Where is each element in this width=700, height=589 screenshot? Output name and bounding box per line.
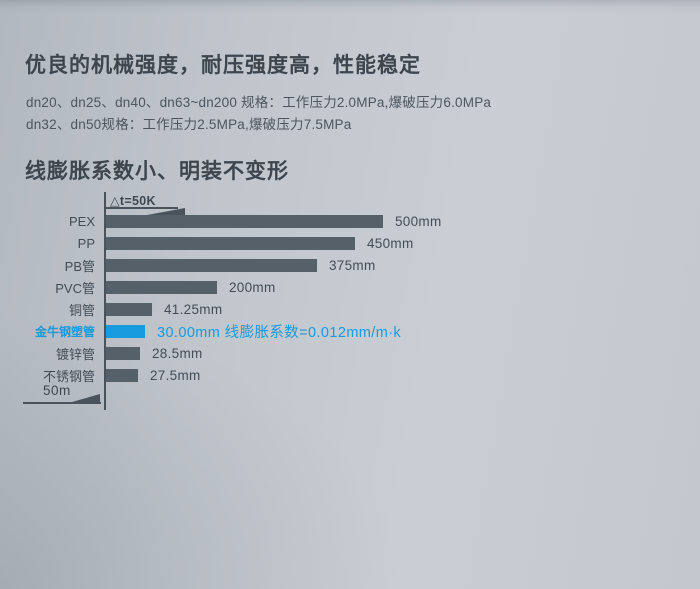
delta-underline	[106, 207, 178, 209]
bar-row-pex: PEX 500mm	[0, 210, 700, 232]
bar-label: PB管	[64, 258, 95, 274]
bar-label: 金牛钢塑管	[34, 324, 95, 339]
baseline-wedge-icon	[72, 394, 100, 402]
page-title: 优良的机械强度，耐压强度高，性能稳定	[25, 54, 421, 77]
bar	[106, 258, 317, 272]
bar-label: 镀锌管	[55, 346, 95, 362]
bar	[106, 236, 355, 250]
bar-value: 41.25mm	[164, 301, 223, 317]
bar-value: 30.00mm 线膨胀系数=0.012mm/m·k	[157, 324, 402, 341]
expansion-chart: △t=50K PEX 500mm PP 450mm PB管 375mm PVC管	[0, 192, 700, 422]
baseline-50m-annotation: 50m	[43, 383, 71, 398]
bar-value: 500mm	[395, 213, 442, 229]
bar-row-copper: 铜管 41.25mm	[0, 298, 700, 320]
bar	[106, 302, 152, 316]
bar-value: 450mm	[367, 235, 414, 251]
chart-rows: PEX 500mm PP 450mm PB管 375mm PVC管 200mm …	[0, 210, 700, 386]
bar-row-pb: PB管 375mm	[0, 254, 700, 276]
bar	[106, 368, 138, 382]
bar-row-stainless: 不锈钢管 27.5mm	[0, 364, 700, 386]
bar-label: PP	[77, 235, 95, 251]
bar-label: 不锈钢管	[42, 368, 95, 384]
delta-wedge-icon	[147, 208, 185, 215]
bar-value: 200mm	[229, 279, 276, 295]
baseline-underline	[23, 402, 101, 404]
bar	[106, 280, 217, 294]
spec-line-1: dn20、dn25、dn40、dn63~dn200 规格：工作压力2.0MPa,…	[26, 95, 492, 110]
bar-label: PVC管	[55, 280, 95, 296]
section-title: 线膨胀系数小、明装不变形	[25, 160, 289, 183]
bar-label: PEX	[68, 213, 95, 229]
bar-row-jinniu-highlight: 金牛钢塑管 30.00mm 线膨胀系数=0.012mm/m·k	[0, 320, 700, 342]
bar-value: 28.5mm	[152, 345, 203, 361]
bar-label: 铜管	[68, 302, 95, 318]
bar-value: 27.5mm	[150, 367, 201, 383]
spec-line-2: dn32、dn50规格：工作压力2.5MPa,爆破压力7.5MPa	[26, 117, 352, 132]
chart-axis	[104, 192, 106, 410]
bar	[106, 214, 383, 228]
bar-row-pvc: PVC管 200mm	[0, 276, 700, 298]
bar	[106, 346, 140, 360]
bar	[106, 324, 145, 338]
delta-t-annotation: △t=50K	[110, 194, 156, 208]
bar-row-galvanized: 镀锌管 28.5mm	[0, 342, 700, 364]
bar-value: 375mm	[329, 257, 376, 273]
bar-row-pp: PP 450mm	[0, 232, 700, 254]
